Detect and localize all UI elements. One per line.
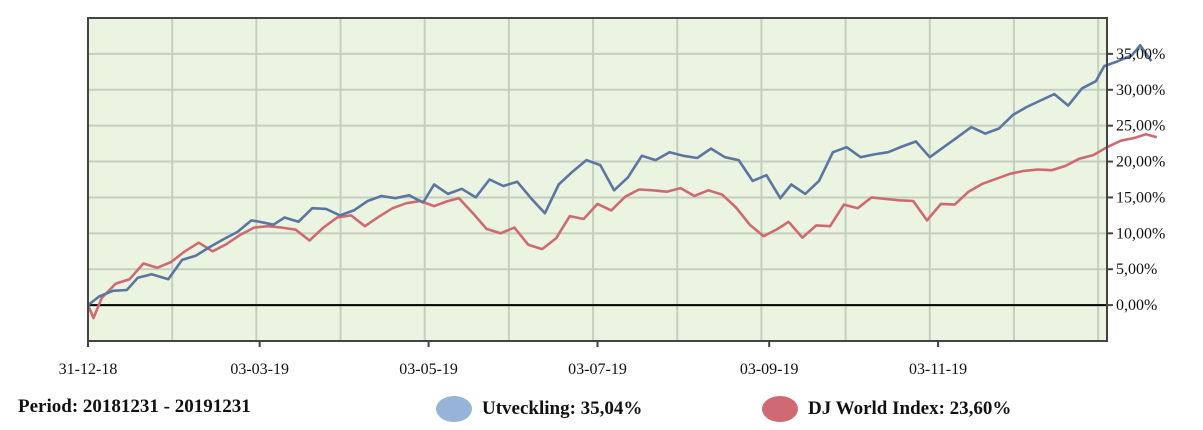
x-axis-ticks: 31-12-18 03-03-19 03-05-19 03-07-19 03-09-19…: [59, 341, 967, 378]
legend-item-dj-world-index: DJ World Index: 23,60%: [762, 396, 1011, 422]
performance-chart: 0,00% 5,00% 10,00% 15,00% 20,00% 25,00% 30,00%…: [59, 17, 1165, 378]
x-tick-label: 03-05-19: [399, 361, 458, 378]
legend-item-utveckling: Utveckling: 35,04%: [436, 396, 642, 422]
period-label: Period: 20181231 - 20191231: [18, 396, 251, 417]
y-tick-label: 25,00%: [1116, 118, 1165, 135]
x-tick-label: 03-11-19: [909, 361, 967, 378]
y-tick-label: 15,00%: [1116, 189, 1165, 206]
x-tick-label: 03-03-19: [230, 361, 289, 378]
plot-area: [88, 18, 1107, 341]
x-tick-label: 03-07-19: [568, 361, 627, 378]
x-tick-label: 31-12-18: [59, 361, 118, 378]
grid-lines: [88, 18, 1107, 341]
series-line-dj-world-index: [86, 133, 1158, 320]
y-tick-label: 0,00%: [1116, 297, 1157, 314]
y-tick-label: 5,00%: [1116, 261, 1157, 278]
y-tick-label: 10,00%: [1116, 225, 1165, 242]
y-axis-ticks: 0,00% 5,00% 10,00% 15,00% 20,00% 25,00% 30,00%…: [1107, 46, 1165, 314]
series-layer: [86, 43, 1158, 320]
legend-swatch-dj-world-index: [762, 396, 798, 422]
legend-label-dj-world-index: DJ World Index: 23,60%: [808, 398, 1012, 419]
y-tick-label: 20,00%: [1116, 154, 1165, 171]
series-line-utveckling: [87, 43, 1153, 307]
y-tick-label: 30,00%: [1116, 82, 1165, 99]
y-tick-label: 35,00%: [1116, 46, 1165, 63]
x-tick-label: 03-09-19: [740, 361, 799, 378]
legend-swatch-utveckling: [436, 396, 472, 422]
legend-label-utveckling: Utveckling: 35,04%: [482, 398, 643, 419]
